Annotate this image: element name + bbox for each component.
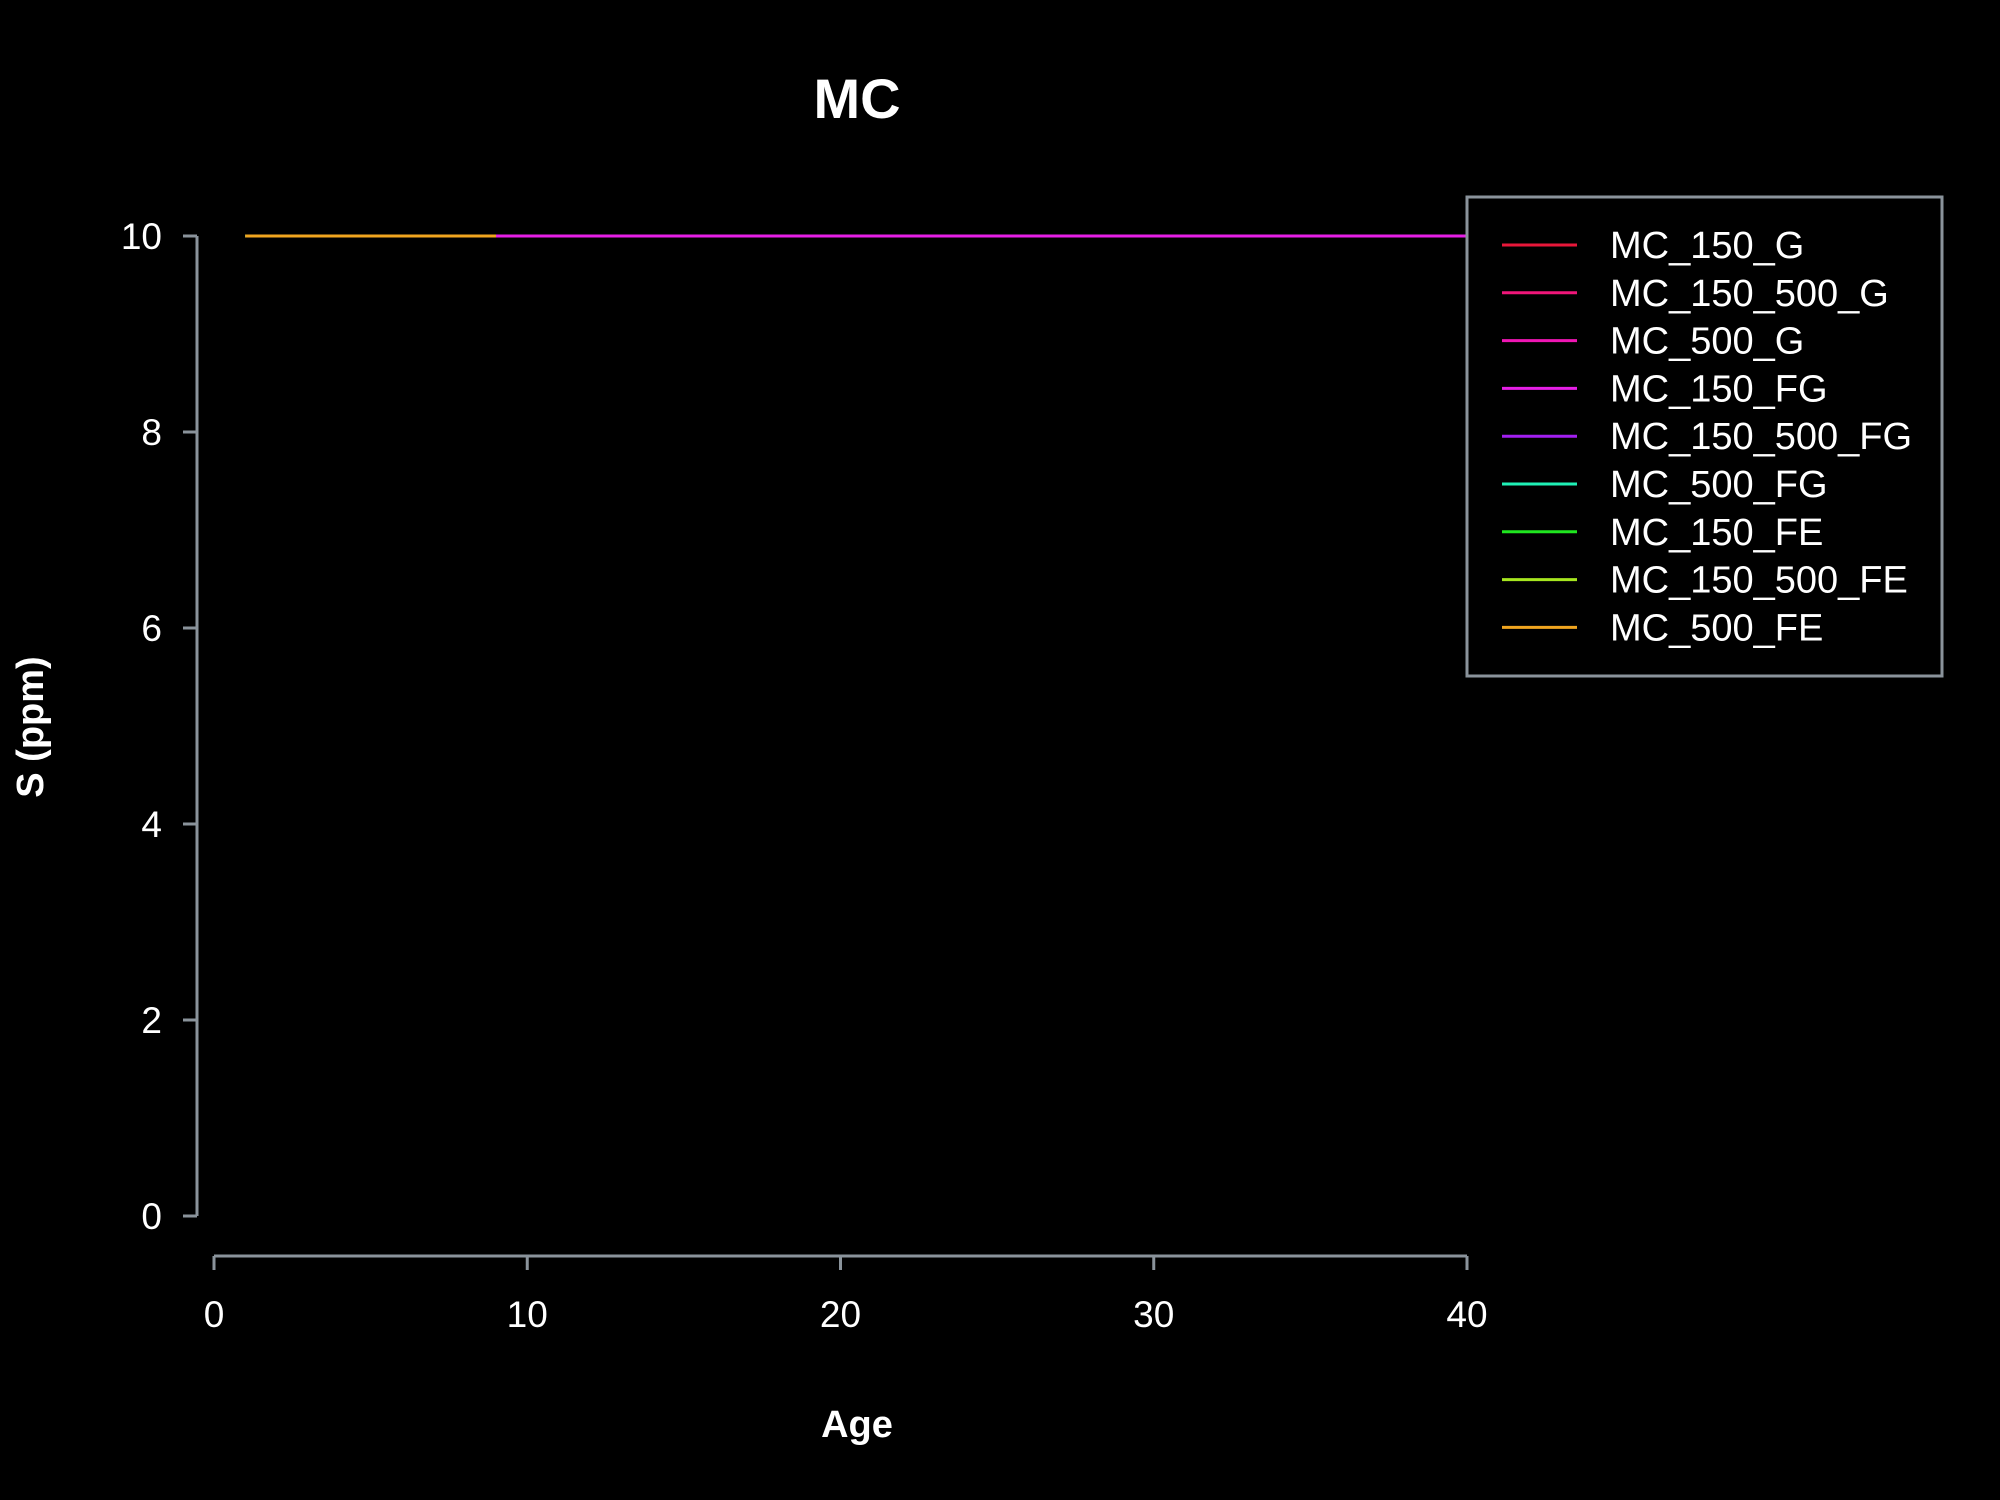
y-tick-label: 4: [141, 804, 162, 845]
x-axis-label: Age: [821, 1404, 893, 1446]
legend-label: MC_150_FE: [1610, 512, 1823, 554]
legend-items: MC_150_G MC_150_500_G MC_500_G MC_150_FG MC_…: [1502, 225, 1912, 649]
y-tick-label: 0: [141, 1196, 162, 1237]
legend-label: MC_150_500_G: [1610, 273, 1889, 315]
y-tick-label: 6: [141, 608, 162, 649]
legend: MC_150_G MC_150_500_G MC_500_G MC_150_FG MC_…: [1465, 195, 1944, 678]
legend-label: MC_150_FG: [1610, 368, 1828, 410]
legend-label: MC_500_FE: [1610, 607, 1823, 649]
legend-label: MC_500_G: [1610, 321, 1804, 363]
x-tick-label: 30: [1133, 1294, 1174, 1335]
x-tick-label: 40: [1446, 1294, 1487, 1335]
legend-label: MC_150_G: [1610, 225, 1804, 267]
legend-label: MC_150_500_FG: [1610, 416, 1912, 458]
x-tick-label: 20: [820, 1294, 861, 1335]
legend-label: MC_150_500_FE: [1610, 560, 1908, 602]
y-tick-label: 8: [141, 412, 162, 453]
x-ticks: 0 10 20 30 40: [204, 1256, 1488, 1335]
chart-title: MC: [813, 67, 900, 130]
y-tick-label: 2: [141, 1000, 162, 1041]
y-tick-label: 10: [121, 216, 162, 257]
y-axis-label: S (ppm): [10, 656, 52, 797]
x-tick-label: 10: [507, 1294, 548, 1335]
legend-label: MC_500_FG: [1610, 464, 1828, 506]
x-tick-label: 0: [204, 1294, 225, 1335]
y-ticks: 0 2 4 6 8 10: [121, 216, 197, 1237]
